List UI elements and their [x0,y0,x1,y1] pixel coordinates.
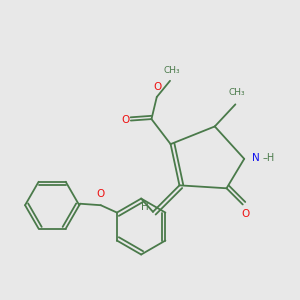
Text: –H: –H [263,153,275,163]
Text: H: H [141,202,148,212]
Text: N: N [252,153,259,163]
Text: O: O [153,82,161,92]
Text: O: O [96,189,104,199]
Text: O: O [122,115,130,125]
Text: CH₃: CH₃ [163,66,180,75]
Text: O: O [242,209,250,219]
Text: CH₃: CH₃ [229,88,245,97]
